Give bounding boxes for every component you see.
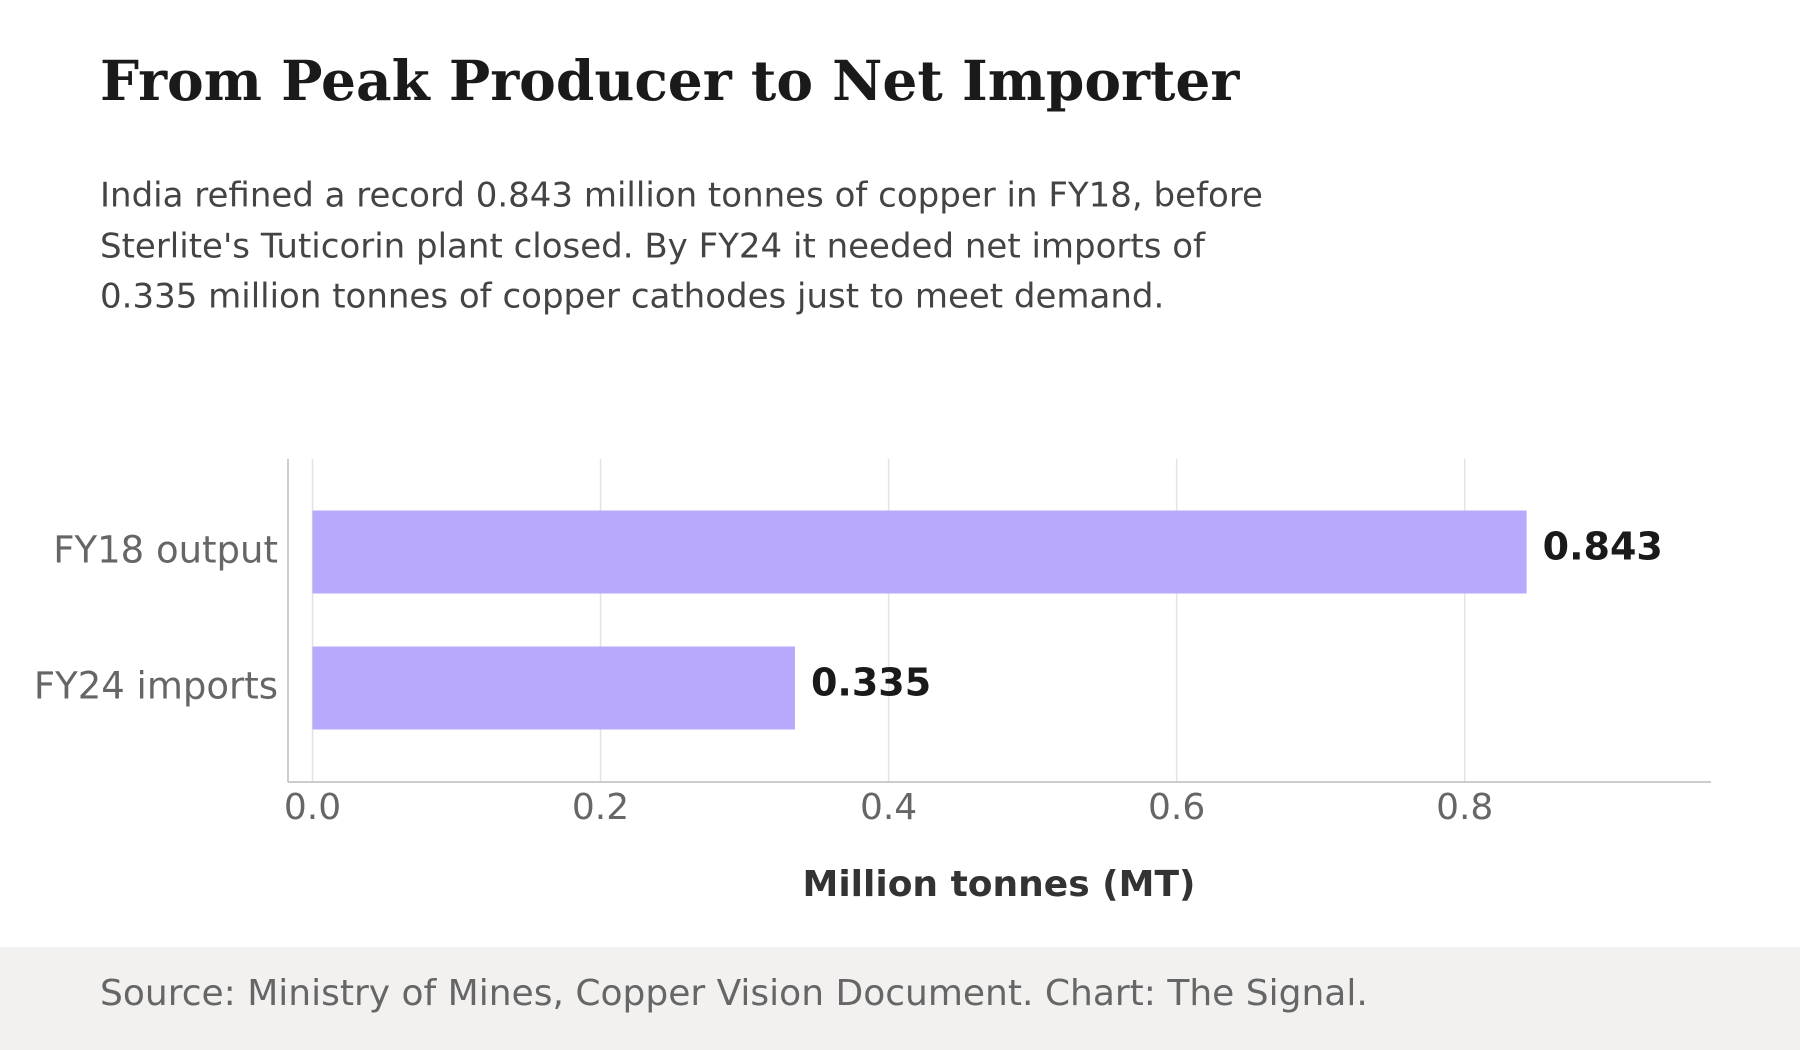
x-tick-label: 0.0 (284, 787, 341, 828)
bar (312, 646, 795, 730)
y-tick-label: FY24 imports (34, 665, 278, 708)
x-tick-label: 0.6 (1148, 787, 1205, 828)
subtitle-line: India refined a record 0.843 million ton… (100, 176, 1263, 216)
value-label: 0.335 (811, 661, 931, 705)
x-axis-label: Million tonnes (MT) (803, 864, 1196, 905)
footer-band (0, 947, 1800, 1050)
subtitle-line: Sterlite's Tuticorin plant closed. By FY… (100, 227, 1206, 267)
x-tick-label: 0.2 (572, 787, 629, 828)
subtitle-line: 0.335 million tonnes of copper cathodes … (100, 277, 1164, 317)
value-label: 0.843 (1543, 525, 1663, 569)
bar (312, 510, 1527, 594)
y-tick-label: FY18 output (53, 529, 278, 572)
x-tick-label: 0.4 (860, 787, 917, 828)
x-tick-label: 0.8 (1436, 787, 1493, 828)
source-note: Source: Ministry of Mines, Copper Vision… (100, 973, 1368, 1014)
chart-title: From Peak Producer to Net Importer (100, 48, 1240, 113)
